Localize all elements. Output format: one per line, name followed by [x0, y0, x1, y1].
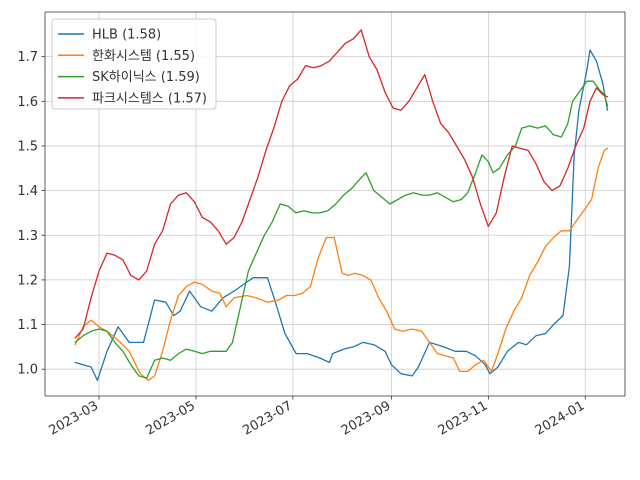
- y-tick-label: 1.6: [17, 95, 38, 110]
- legend-label-2: SK하이닉스 (1.59): [92, 70, 200, 85]
- y-tick-label: 1.5: [17, 139, 38, 154]
- series-line-0: [74, 49, 609, 382]
- y-axis: 1.0 1.1 1.2 1.3 1.4 1.5 1.6 1.7: [17, 50, 45, 378]
- y-tick-label: 1.2: [17, 273, 38, 288]
- y-tick-label: 1.7: [17, 50, 38, 65]
- series-line-2: [74, 80, 609, 379]
- legend-label-3: 파크시스템스 (1.57): [92, 91, 207, 106]
- legend-label-0: HLB (1.58): [92, 28, 161, 43]
- legend: HLB (1.58) 한화시스템 (1.55) SK하이닉스 (1.59) 파크시스템…: [51, 18, 217, 110]
- legend-box: [51, 18, 217, 110]
- legend-label-1: 한화시스템 (1.55): [92, 49, 195, 64]
- series-line-1: [74, 147, 609, 382]
- y-tick-label: 1.0: [17, 363, 38, 378]
- series-layer: [74, 29, 609, 382]
- series-line-3: [74, 29, 609, 339]
- y-tick-label: 1.1: [17, 318, 38, 333]
- axes-frame: [44, 11, 626, 397]
- y-tick-label: 1.4: [17, 184, 38, 199]
- y-tick-label: 1.3: [17, 229, 38, 244]
